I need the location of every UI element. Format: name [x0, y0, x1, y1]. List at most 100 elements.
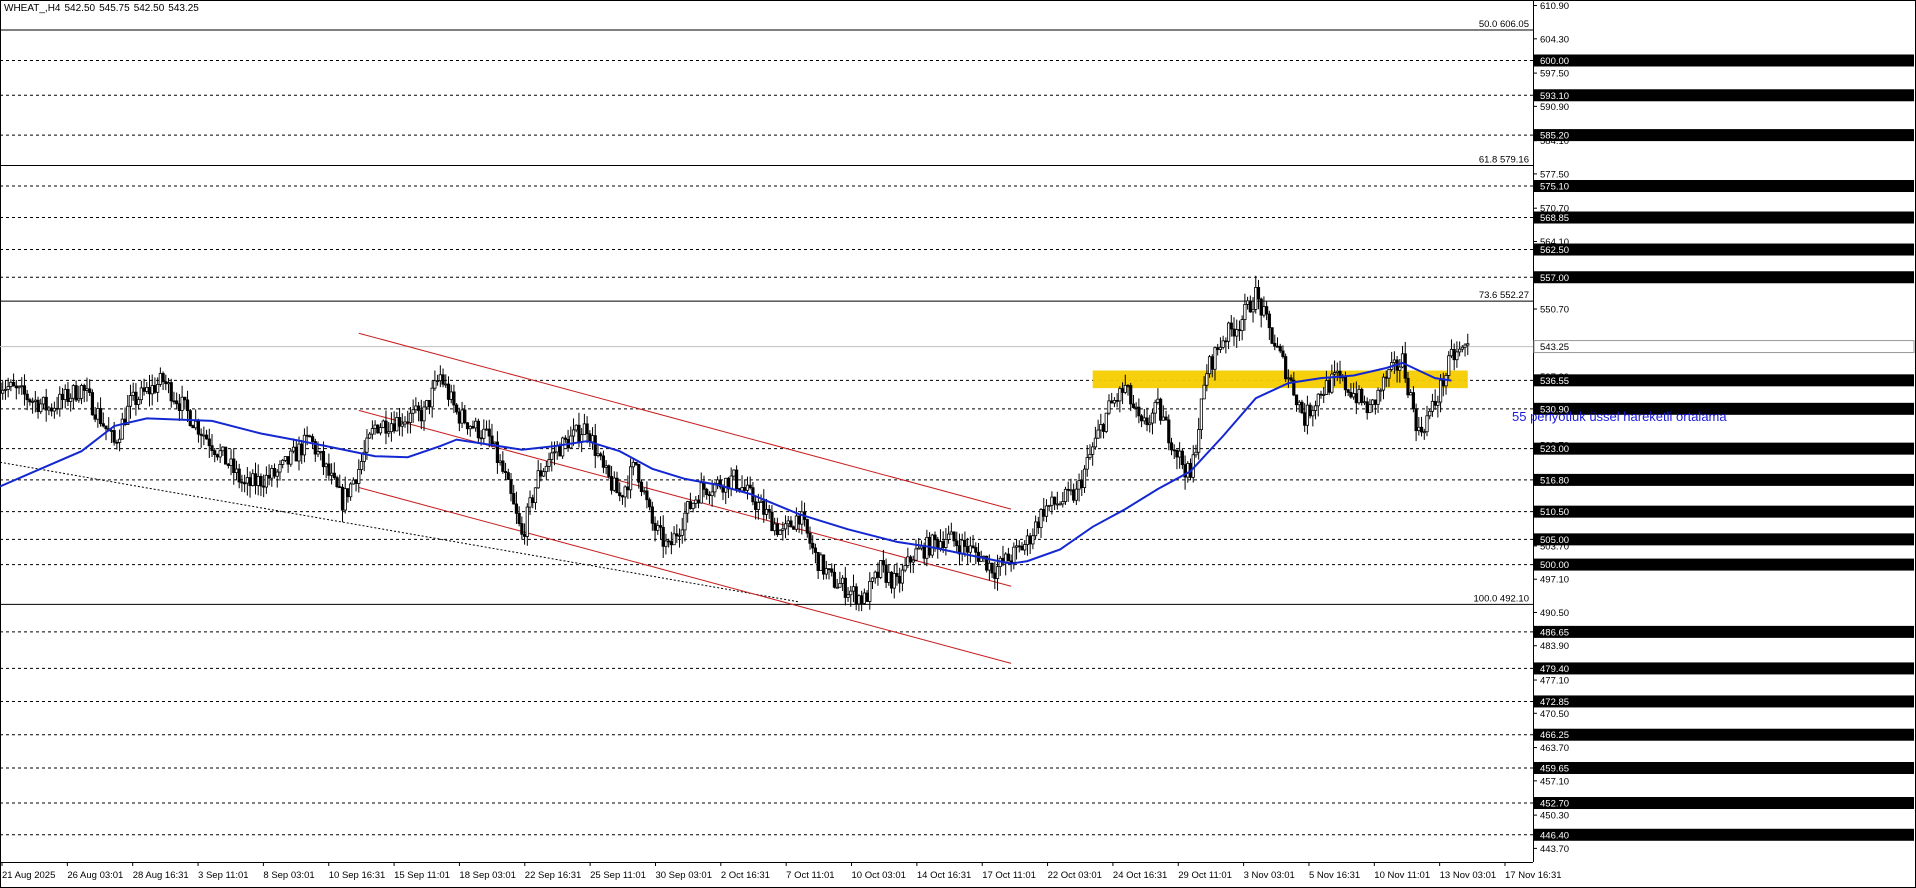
- time-axis-label: 25 Sep 11:01: [590, 870, 646, 881]
- candle-body: [109, 430, 114, 432]
- candle-body: [1216, 347, 1220, 350]
- candle-body: [332, 472, 336, 478]
- level-price-tag: [1534, 211, 1914, 224]
- candle-body: [1131, 403, 1136, 408]
- level-price-tag: [1534, 505, 1914, 518]
- candle-body: [849, 590, 853, 596]
- candle-body: [1379, 389, 1383, 392]
- level-price-label: 472.85: [1540, 697, 1569, 708]
- candle-body: [177, 403, 181, 411]
- price-scale-label: 463.70: [1540, 743, 1569, 754]
- candle-body: [1050, 496, 1054, 506]
- candle-body: [699, 482, 703, 504]
- time-axis-label: 5 Nov 16:31: [1309, 870, 1360, 881]
- candle-body: [457, 411, 461, 424]
- time-axis-label: 21 Aug 2025: [2, 870, 55, 881]
- level-price-tag: [1534, 374, 1914, 387]
- candle-body: [1324, 380, 1329, 395]
- candle-body: [330, 472, 334, 476]
- candle-body: [259, 475, 263, 487]
- candle-body: [520, 523, 524, 535]
- candle-body: [465, 422, 470, 430]
- candle-body: [754, 501, 758, 510]
- candle-body: [1273, 342, 1277, 347]
- level-price-tag: [1534, 180, 1914, 193]
- candle-body: [1194, 451, 1198, 456]
- supply-demand-zone: [1092, 370, 1468, 389]
- low-value: 542.50: [133, 3, 165, 14]
- candle-body: [767, 509, 771, 513]
- candle-body: [267, 474, 271, 479]
- symbol-header: WHEAT_,H4 542.50 545.75 542.50 543.25: [4, 3, 203, 14]
- candle-body: [740, 487, 744, 492]
- level-price-tag: [1534, 533, 1914, 546]
- candle-body: [792, 526, 796, 530]
- candle-body: [615, 477, 619, 494]
- candle-body: [1061, 501, 1065, 505]
- candle-body: [1254, 287, 1258, 310]
- candle-body: [797, 515, 801, 525]
- candle-body: [324, 463, 328, 468]
- candle-body: [1278, 345, 1282, 352]
- candle-body: [1229, 322, 1233, 330]
- candle-body: [563, 437, 567, 440]
- candle-body: [1167, 419, 1171, 444]
- candle-body: [1455, 351, 1459, 361]
- level-price-label: 536.55: [1540, 376, 1569, 387]
- level-price-label: 486.65: [1540, 627, 1569, 638]
- candle-body: [620, 495, 625, 498]
- candle-body: [925, 536, 929, 559]
- candle-body: [33, 399, 37, 402]
- candle-body: [623, 486, 627, 498]
- candle-body: [199, 433, 203, 436]
- fibonacci-label: 61.8 579.16: [1479, 155, 1529, 166]
- candle-body: [558, 445, 562, 457]
- candle-body: [11, 381, 16, 387]
- candle-body: [824, 568, 828, 575]
- candle-body: [974, 547, 978, 553]
- candle-body: [960, 539, 964, 555]
- candle-body: [463, 409, 467, 424]
- candle-body: [1373, 399, 1377, 405]
- candle-body: [794, 515, 798, 530]
- candle-body: [1240, 319, 1244, 332]
- candle-body: [55, 407, 59, 410]
- candle-body: [1096, 429, 1100, 439]
- candle-body: [145, 386, 149, 392]
- candle-body: [770, 511, 774, 532]
- candle-body: [1246, 300, 1250, 305]
- candle-body: [1414, 408, 1418, 432]
- channel-line-2: [358, 409, 1012, 587]
- candle-body: [131, 391, 135, 396]
- candle-body: [1316, 393, 1320, 407]
- candle-body: [490, 435, 494, 445]
- candle-body: [1300, 401, 1304, 414]
- candle-body: [854, 586, 858, 605]
- candle-body: [599, 453, 603, 457]
- candle-body: [128, 395, 133, 407]
- candle-body: [1199, 398, 1203, 431]
- candle-body: [1126, 384, 1130, 387]
- candle-body: [721, 486, 725, 493]
- price-scale-label: 610.90: [1540, 1, 1569, 12]
- candle-body: [484, 428, 489, 431]
- candle-body: [41, 396, 46, 405]
- candle-body: [50, 407, 54, 412]
- candle-body: [1159, 398, 1163, 421]
- candle-body: [846, 594, 850, 598]
- current-price-label: 543.25: [1540, 342, 1569, 353]
- candle-body: [1275, 345, 1280, 348]
- candle-body: [495, 441, 500, 464]
- level-price-tag: [1534, 54, 1914, 67]
- candle-body: [895, 573, 899, 577]
- candle-body: [1281, 350, 1285, 357]
- candle-body: [134, 391, 138, 405]
- candle-body: [210, 445, 214, 452]
- candle-body: [1006, 553, 1011, 562]
- candle-body: [1398, 366, 1402, 371]
- candle-body: [188, 410, 192, 427]
- candle-body: [865, 592, 869, 602]
- candle-body: [775, 523, 779, 535]
- level-price-tag: [1534, 473, 1914, 486]
